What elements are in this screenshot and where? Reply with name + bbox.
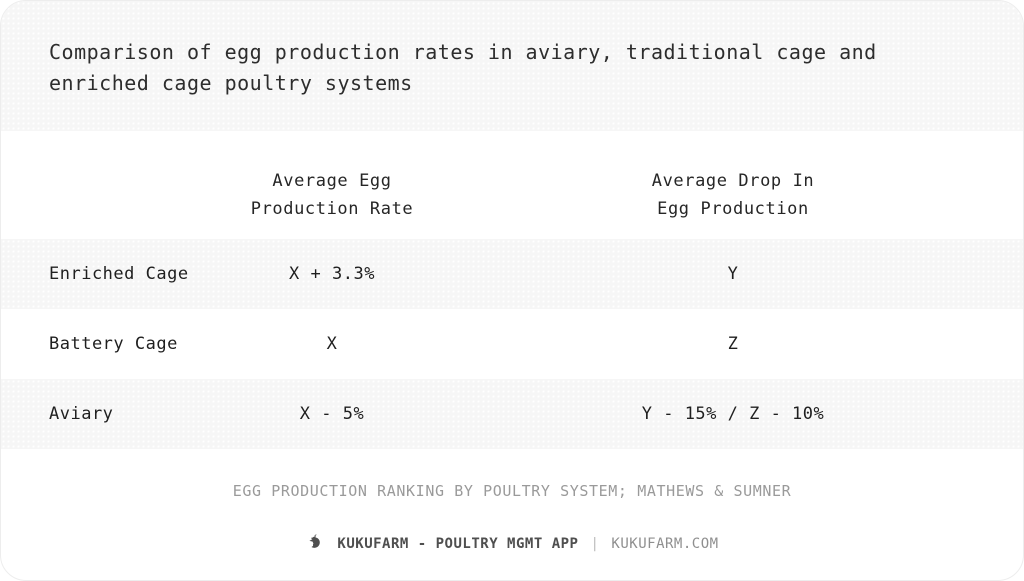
production-rate-value: X <box>326 334 338 354</box>
drop-value: Y - 15% / Z - 10% <box>641 404 825 424</box>
row-label: Aviary <box>49 404 114 424</box>
rooster-icon <box>305 533 325 554</box>
brand-domain: KUKUFARM.COM <box>611 535 719 552</box>
title-band: Comparison of egg production rates in av… <box>1 1 1023 131</box>
row-label: Battery Cage <box>49 334 178 354</box>
production-rate-value: X + 3.3% <box>289 264 375 284</box>
drop-value: Z <box>727 334 739 354</box>
brand-name: KUKUFARM - POULTRY MGMT APP <box>337 535 579 552</box>
footer-separator: | <box>590 535 600 552</box>
drop-value: Y <box>727 264 739 284</box>
page-title: Comparison of egg production rates in av… <box>49 40 877 95</box>
table-row-enriched-cage: Enriched Cage X + 3.3% Y <box>1 239 1023 309</box>
column-header-production-rate: Average Egg Production Rate <box>250 171 414 219</box>
column-header-drop: Average Drop In Egg Production <box>651 171 815 219</box>
table-header-row: Average Egg Production Rate Average Drop… <box>1 131 1023 239</box>
table-row-aviary: Aviary X - 5% Y - 15% / Z - 10% <box>1 379 1023 449</box>
table-row-battery-cage: Battery Cage X Z <box>1 309 1023 379</box>
source-caption: EGG PRODUCTION RANKING BY POULTRY SYSTEM… <box>232 482 792 500</box>
row-label: Enriched Cage <box>49 264 189 284</box>
production-rate-value: X - 5% <box>299 404 365 424</box>
brand-footer: KUKUFARM - POULTRY MGMT APP | KUKUFARM.C… <box>1 533 1023 554</box>
